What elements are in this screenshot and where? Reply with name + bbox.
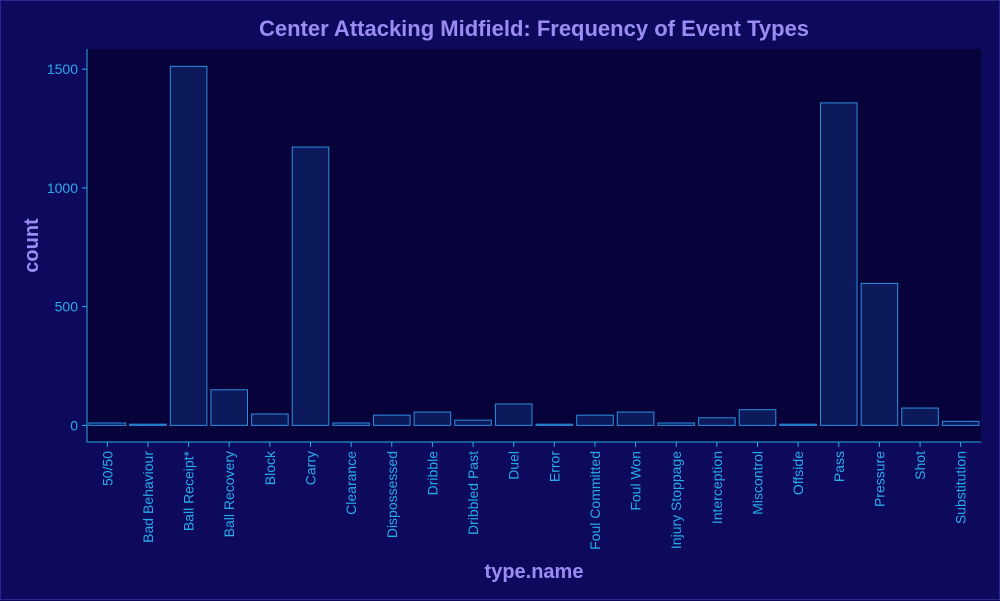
x-tick-label: Dribbled Past xyxy=(465,451,481,535)
y-tick-label: 0 xyxy=(70,417,78,433)
x-tick-label: Interception xyxy=(709,451,725,524)
x-tick-label: Block xyxy=(262,450,278,485)
bars xyxy=(88,65,980,426)
bar xyxy=(901,407,939,426)
bar xyxy=(169,65,208,426)
bar xyxy=(88,422,127,426)
bar xyxy=(372,414,411,426)
bar xyxy=(698,417,736,426)
x-tick-label: Foul Committed xyxy=(587,451,603,550)
x-tick-label: Dribble xyxy=(424,451,440,496)
x-tick-label: Injury Stoppage xyxy=(668,451,684,549)
x-tick-label: Shot xyxy=(912,451,928,480)
bar xyxy=(941,420,980,426)
bar xyxy=(738,409,777,426)
bar xyxy=(251,413,289,426)
bar xyxy=(129,423,167,426)
x-tick-label: Bad Behaviour xyxy=(140,451,156,543)
x-tick-label: Substitution xyxy=(953,451,969,524)
bar xyxy=(494,403,533,426)
x-tick-label: Miscontrol xyxy=(750,451,766,515)
x-tick-label: Offside xyxy=(790,451,806,495)
y-axis-title: count xyxy=(21,218,43,273)
bar xyxy=(454,419,492,426)
x-tick-label: Foul Won xyxy=(628,451,644,511)
x-tick-label: Carry xyxy=(303,451,319,485)
bar xyxy=(535,423,574,426)
x-tick-label: Ball Receipt* xyxy=(181,450,197,531)
bar xyxy=(779,423,817,426)
x-tick-label: Pass xyxy=(831,451,847,482)
x-axis-title: type.name xyxy=(485,561,584,583)
bar xyxy=(819,102,858,426)
x-tick-label: Ball Recovery xyxy=(221,451,237,537)
x-axis: 50/50 Bad Behaviour Ball Receipt* Ball Reco… xyxy=(87,441,981,550)
x-tick-label: Clearance xyxy=(343,451,359,515)
bar xyxy=(576,414,614,426)
x-tick-label: Error xyxy=(546,451,562,482)
y-tick-label: 1000 xyxy=(47,180,78,196)
x-tick-label: Duel xyxy=(506,451,522,480)
bar xyxy=(657,422,696,426)
y-tick-label: 500 xyxy=(55,299,79,315)
bar xyxy=(332,422,370,426)
bar xyxy=(413,411,452,426)
y-axis: 0 500 1000 1500 xyxy=(47,49,88,442)
x-tick-label: Dispossessed xyxy=(384,451,400,538)
bar xyxy=(860,282,899,426)
bar xyxy=(616,411,655,426)
chart-title: Center Attacking Midfield: Frequency of … xyxy=(258,16,810,41)
bar xyxy=(291,146,330,426)
x-tick-label: 50/50 xyxy=(99,451,115,486)
bar xyxy=(210,389,249,426)
y-tick-label: 1500 xyxy=(47,61,78,77)
x-tick-label: Pressure xyxy=(871,451,887,507)
